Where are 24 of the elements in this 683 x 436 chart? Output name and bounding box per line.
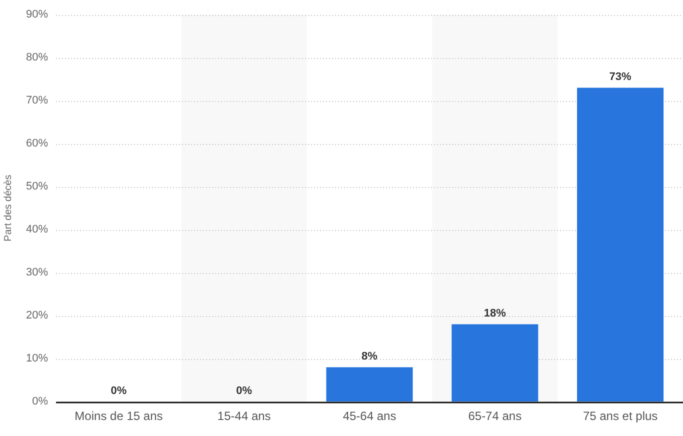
y-tick-label: 0%	[32, 396, 48, 408]
x-tick-label: Moins de 15 ans	[74, 409, 163, 424]
bar	[452, 324, 538, 402]
y-tick-label: 90%	[26, 8, 48, 21]
y-axis-title: Part des décès	[2, 174, 14, 242]
bar	[577, 88, 664, 402]
y-tick-label: 50%	[26, 180, 48, 193]
y-tick-label: 70%	[26, 94, 48, 107]
data-label: 8%	[362, 350, 378, 363]
y-tick-label: 20%	[26, 310, 48, 322]
x-tick-label: 65-74 ans	[468, 409, 522, 424]
x-tick-label: 75 ans et plus	[582, 409, 658, 424]
data-label: 73%	[609, 71, 632, 84]
bar	[326, 367, 413, 402]
data-label: 18%	[484, 308, 506, 320]
y-tick-label: 10%	[26, 352, 48, 365]
x-tick-label: 15-44 ans	[217, 409, 271, 424]
x-tick-label: 45-64 ans	[342, 409, 396, 424]
y-tick-label: 30%	[26, 266, 48, 279]
y-tick-label: 80%	[26, 52, 48, 64]
data-label: 0%	[236, 385, 252, 398]
y-tick-label: 60%	[26, 138, 48, 150]
y-tick-label: 40%	[26, 224, 48, 236]
data-label: 0%	[110, 385, 127, 398]
